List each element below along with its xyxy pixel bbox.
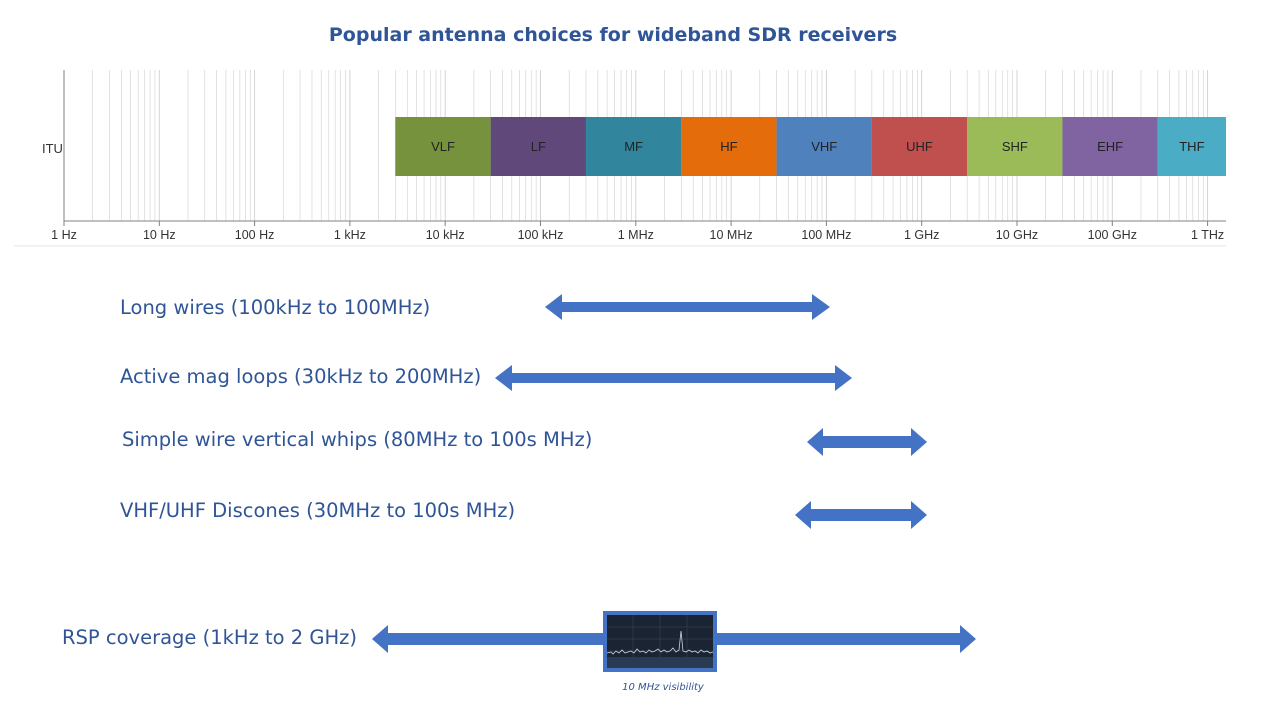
band-label: THF xyxy=(1179,139,1204,154)
band-label: VHF xyxy=(811,139,837,154)
tick-label: 10 Hz xyxy=(143,228,176,242)
band-mf: MF xyxy=(585,117,682,176)
band-shf: SHF xyxy=(967,117,1063,176)
discones-range-arrow xyxy=(795,501,927,529)
tick-label: 1 kHz xyxy=(334,228,366,242)
band-bar xyxy=(776,117,872,176)
band-bar xyxy=(871,117,968,176)
frequency-spectrum-chart: VLF LF MF HF VHF UHF SHF EHF THF 1 Hz 10 Hz 100 Hz… xyxy=(14,70,1226,247)
antenna-label-active-mag-loops: Active mag loops (30kHz to 200MHz) xyxy=(120,365,482,388)
vertical-whips-range-arrow xyxy=(807,428,927,456)
tick-label: 100 GHz xyxy=(1088,228,1137,242)
rsp-coverage-label: RSP coverage (1kHz to 2 GHz) xyxy=(62,626,358,649)
band-uhf: UHF xyxy=(871,117,968,176)
band-bar xyxy=(1157,117,1226,176)
tick-label: 1 Hz xyxy=(51,228,77,242)
band-label: LF xyxy=(531,139,546,154)
tick-label: 10 GHz xyxy=(996,228,1038,242)
antenna-label-discones: VHF/UHF Discones (30MHz to 100s MHz) xyxy=(120,499,516,522)
active-mag-loops-range-arrow xyxy=(495,365,852,391)
tick-label: 1 THz xyxy=(1191,228,1224,242)
band-vlf: VLF xyxy=(395,117,491,176)
tick-label: 10 MHz xyxy=(710,228,753,242)
band-bar xyxy=(967,117,1063,176)
itu-row-label: ITU xyxy=(42,141,63,156)
band-lf: LF xyxy=(490,117,586,176)
itu-band-bars: VLF LF MF HF VHF UHF SHF EHF THF xyxy=(395,117,1226,176)
band-bar xyxy=(585,117,682,176)
long-wires-range-arrow xyxy=(545,294,830,320)
screen-caption: 10 MHz visibility xyxy=(622,682,704,693)
tick-label: 1 GHz xyxy=(904,228,939,242)
antenna-label-long-wires: Long wires (100kHz to 100MHz) xyxy=(120,296,431,319)
band-label: EHF xyxy=(1097,139,1123,154)
band-vhf: VHF xyxy=(776,117,872,176)
band-bar xyxy=(1062,117,1158,176)
band-label: MF xyxy=(624,139,643,154)
band-ehf: EHF xyxy=(1062,117,1158,176)
antenna-label-vertical-whips: Simple wire vertical whips (80MHz to 100… xyxy=(122,428,593,451)
tick-label: 10 kHz xyxy=(426,228,465,242)
tick-label: 100 MHz xyxy=(801,228,851,242)
band-bar xyxy=(395,117,491,176)
sdr-spectrum-screenshot xyxy=(603,611,717,672)
slide-title: Popular antenna choices for wideband SDR… xyxy=(328,24,898,46)
spectrum-trace xyxy=(606,615,714,668)
band-label: UHF xyxy=(906,139,933,154)
band-hf: HF xyxy=(681,117,777,176)
tick-label: 100 kHz xyxy=(518,228,564,242)
band-label: VLF xyxy=(431,139,455,154)
axis-ticks: 1 Hz 10 Hz 100 Hz 1 kHz 10 kHz 100 kHz 1 MHz 10… xyxy=(51,221,1224,242)
band-thf: THF xyxy=(1157,117,1226,176)
tick-label: 1 MHz xyxy=(618,228,654,242)
band-label: SHF xyxy=(1002,139,1028,154)
tick-label: 100 Hz xyxy=(235,228,275,242)
band-bar xyxy=(490,117,586,176)
band-bar xyxy=(681,117,777,176)
band-label: HF xyxy=(720,139,737,154)
